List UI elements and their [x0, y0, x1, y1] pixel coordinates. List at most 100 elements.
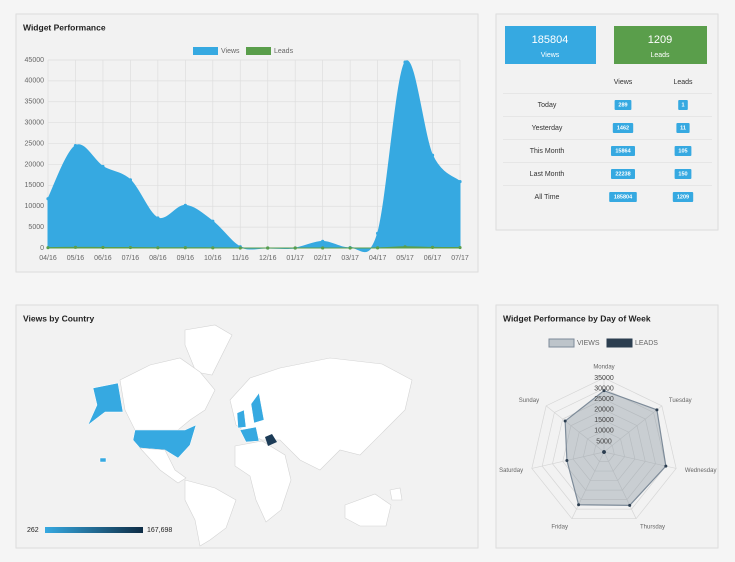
x-tick-label: 01/17 [286, 255, 304, 262]
x-tick-label: 12/16 [259, 255, 277, 262]
badge [611, 169, 635, 179]
point [321, 239, 325, 243]
grid-ring [593, 441, 615, 462]
badge-value: 15864 [615, 148, 631, 154]
point [565, 458, 569, 462]
stats-table: Today 289 1 Yesterday 1462 11 This Month 15864 1… [503, 93, 712, 202]
r-tick-label: 35000 [594, 375, 614, 382]
axis-label: Wednesday [685, 468, 717, 474]
y-tick-label: 25000 [25, 140, 45, 147]
legend-swatch [246, 47, 271, 55]
legend-label: Leads [274, 48, 294, 55]
point [602, 389, 606, 393]
area [47, 246, 461, 249]
point [128, 178, 132, 182]
column-header: Views [614, 79, 633, 86]
scale-min: 262 [27, 527, 39, 534]
leads-label: Leads [650, 52, 670, 59]
point [430, 153, 435, 157]
x-tick-label: 02/17 [314, 255, 332, 262]
r-tick-label: 30000 [594, 385, 614, 392]
grid-ring [572, 419, 636, 481]
grid-ring [583, 430, 625, 472]
badge [672, 192, 694, 202]
badge [614, 100, 632, 110]
x-tick-label: 11/16 [232, 255, 249, 262]
world-map [87, 324, 413, 547]
legend-swatch [606, 338, 633, 348]
scale-bar [45, 527, 143, 533]
x-tick-label: 03/17 [341, 255, 359, 262]
badge [612, 123, 634, 133]
point [628, 503, 632, 507]
point [73, 245, 78, 249]
views-label: Views [541, 52, 560, 59]
point [156, 246, 160, 250]
badge-value: 289 [618, 102, 627, 108]
spoke [603, 451, 677, 469]
row-label: All Time [535, 194, 560, 201]
x-tick-label: 07/17 [451, 255, 469, 262]
y-tick-label: 0 [40, 245, 44, 252]
point [577, 503, 581, 507]
badge-value: 1 [681, 102, 684, 108]
legend-label: VIEWS [577, 340, 600, 347]
panel-title: Widget Performance [23, 22, 106, 32]
x-tick-label: 04/17 [369, 255, 387, 262]
y-tick-label: 15000 [25, 182, 45, 189]
badge-value: 1209 [677, 194, 689, 200]
row-label: Today [538, 102, 557, 109]
y-tick-label: 10000 [25, 203, 45, 210]
point [211, 246, 215, 250]
point [563, 419, 567, 423]
r-tick-label: 20000 [594, 407, 614, 414]
row-label: This Month [530, 148, 565, 155]
radar-area [564, 390, 667, 506]
point [128, 245, 132, 250]
badge-value: 1462 [617, 125, 629, 131]
y-tick-label: 20000 [25, 161, 45, 168]
row-label: Last Month [530, 171, 565, 178]
badge [676, 123, 690, 133]
axis-label: Monday [593, 365, 614, 371]
grid-ring [541, 388, 667, 510]
badge [611, 146, 635, 156]
x-tick-label: 05/16 [67, 255, 85, 262]
point [403, 60, 407, 64]
y-tick-label: 30000 [25, 120, 45, 127]
point [183, 203, 187, 207]
point [430, 245, 435, 249]
y-tick-label: 35000 [25, 99, 45, 106]
leads-box [614, 26, 707, 64]
x-tick-label: 06/17 [424, 255, 442, 262]
grid-ring [562, 409, 646, 491]
point [46, 197, 50, 201]
spoke [603, 405, 663, 453]
badge-value: 150 [678, 171, 687, 177]
point [101, 164, 105, 169]
legend-swatch [193, 47, 218, 55]
point [655, 408, 659, 412]
point [376, 246, 380, 250]
r-tick-label: 5000 [596, 438, 612, 445]
legend-label: Views [221, 48, 240, 55]
badge [674, 146, 692, 156]
point [293, 246, 297, 250]
grid-ring [531, 377, 677, 520]
point [46, 246, 50, 250]
r-tick-label: 15000 [594, 417, 614, 424]
views-box [505, 26, 596, 64]
row-label: Yesterday [532, 125, 563, 132]
axis-label: Friday [551, 524, 568, 530]
legend-label: LEADS [635, 340, 658, 347]
x-tick-label: 04/16 [39, 255, 57, 262]
axis-label: Saturday [499, 468, 523, 474]
point [376, 231, 380, 235]
point [266, 246, 270, 250]
point [602, 450, 606, 454]
axis-label: Thursday [640, 524, 665, 530]
point [458, 179, 462, 184]
panel-title: Widget Performance by Day of Week [503, 313, 651, 323]
axis-label: Tuesday [669, 398, 692, 404]
